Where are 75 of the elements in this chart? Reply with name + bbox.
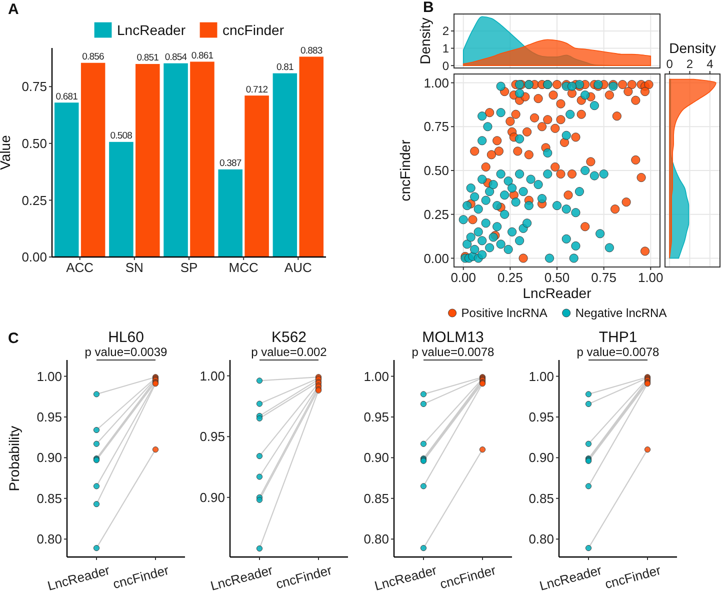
y-tick-label: 0.95 [528,410,554,425]
data-label: 0.712 [246,84,268,96]
y-tick-label: 0.95 [364,410,389,425]
text: C [8,330,19,347]
y-tick-label: 0.95 [200,429,225,444]
data-label: 0.508 [110,130,132,142]
data-label: 0.861 [191,50,214,62]
x-tick-label: 0 [666,57,674,71]
x-tick-label: ACC [66,260,94,275]
y-tick-label: 0.80 [364,532,389,547]
y-tick-label: 0.90 [36,450,62,466]
y-tick-label: 0.90 [364,450,389,466]
y-tick-label: 1.00 [528,368,554,384]
legend-label: LncReader [117,22,186,38]
text: p value=0.0078 [576,345,660,359]
x-tick-label: SN [125,260,144,275]
y-tick-label: 2 [442,24,450,38]
x-tick-label: 2 [686,57,694,71]
y-axis-title: cncFinder [397,139,413,202]
x-tick-label: 0.25 [498,270,523,285]
data-label: 0.81 [276,62,294,73]
y-tick-label: 0.80 [36,532,62,547]
x-tick-label: cncFinder [274,562,334,592]
y-tick-label: 0.85 [364,490,389,506]
x-axis-title: Density [669,40,716,56]
text: B [423,0,434,16]
data-label: 0.883 [300,45,322,56]
y-tick-label: 0.25 [424,206,449,222]
y-tick-label: 0.85 [528,490,554,506]
y-tick-label: 1.00 [364,368,389,384]
y-axis-title: Probability [6,426,22,492]
x-tick-label: cncFinder [438,562,498,592]
chart-title: THP1 [598,329,638,346]
data-label: 0.856 [82,52,104,63]
x-tick-label: 0.75 [591,270,616,285]
x-tick-label: 4 [706,57,714,71]
text: p value=0.0039 [84,345,168,359]
text: p value=0.0078 [412,345,495,359]
y-tick-label: 0.50 [22,136,47,151]
x-tick-label: AUC [284,260,312,275]
y-tick-label: 0.80 [528,532,554,547]
y-axis-title: Density [417,18,433,64]
legend-label: cncFinder [222,22,284,38]
data-label: 0.681 [56,91,78,102]
y-tick-label: 1.00 [424,75,449,90]
y-tick-label: 0.95 [36,410,62,425]
y-tick-label: 0.90 [200,490,225,505]
y-tick-label: 0.85 [36,490,62,506]
x-tick-label: cncFinder [603,562,663,592]
data-label: 0.387 [219,158,242,170]
data-label: 0.851 [136,52,159,64]
y-tick-label: 0.50 [424,163,449,178]
x-tick-label: cncFinder [111,562,171,592]
text: A [8,1,19,18]
x-tick-label: 0.50 [544,270,570,285]
text: p value=0.002 [251,345,328,359]
y-tick-label: 0.00 [22,250,47,265]
data-label: 0.854 [164,52,187,63]
x-tick-label: MCC [228,260,258,275]
y-tick-label: 0.90 [528,450,554,466]
y-tick-label: 0.75 [22,79,47,94]
y-tick-label: 0.25 [22,192,47,208]
y-tick-label: 1 [442,41,450,56]
x-tick-label: 1.00 [638,270,664,285]
chart-title: K562 [271,329,307,346]
y-axis-title: Value [0,134,13,170]
x-axis-title: LncReader [522,285,592,301]
chart-title: HL60 [108,329,144,346]
x-tick-label: SP [180,260,198,275]
y-tick-label: 1.00 [200,368,225,384]
legend-label: Negative lncRNA [575,306,667,320]
y-tick-label: 0.75 [424,119,449,134]
y-tick-label: 1.00 [36,368,62,384]
legend-label: Positive lncRNA [461,306,548,320]
chart-title: MOLM13 [422,329,484,346]
